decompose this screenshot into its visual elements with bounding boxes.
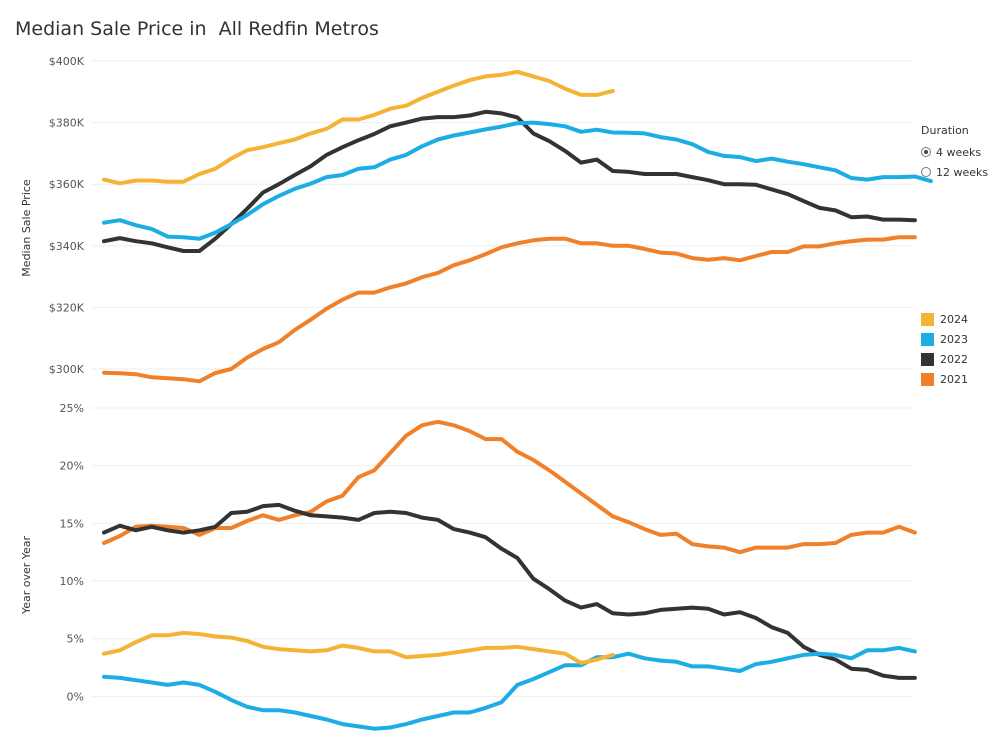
- yoy-series-2024: [102, 630, 615, 665]
- price-y-tick-label: $360K: [49, 178, 85, 191]
- legend-item-2024[interactable]: 2024: [921, 309, 968, 329]
- legend-swatch-2023: [921, 332, 934, 346]
- year-legend: 2024 2023 2022 2021: [921, 309, 968, 389]
- price-y-tick-label: $340K: [49, 240, 85, 253]
- duration-filter-title: Duration: [921, 124, 969, 137]
- price-y-tick-label: $400K: [49, 55, 85, 68]
- price-axis-title: Median Sale Price: [20, 179, 33, 277]
- price-series-2024: [102, 69, 615, 186]
- price-series-2021: [102, 235, 917, 384]
- duration-option-label: 12 weeks: [936, 165, 989, 179]
- duration-option-12-weeks[interactable]: 12 weeks: [921, 162, 988, 182]
- legend-item-2022[interactable]: 2022: [921, 349, 968, 369]
- price-y-tick-label: $380K: [49, 117, 85, 130]
- legend-label-2024: 2024: [940, 312, 968, 326]
- yoy-y-tick-label: 10%: [60, 575, 84, 588]
- yoy-y-tick-label: 15%: [60, 517, 84, 530]
- chart-title: Median Sale Price in All Redfin Metros: [15, 18, 379, 40]
- legend-swatch-2021: [921, 372, 934, 386]
- duration-option-label: 4 weeks: [936, 145, 982, 159]
- legend-item-2021[interactable]: 2021: [921, 369, 968, 389]
- yoy-y-tick-label: 20%: [60, 460, 84, 473]
- price-y-tick-label: $300K: [49, 363, 85, 376]
- yoy-series-2023: [102, 645, 917, 731]
- legend-item-2023[interactable]: 2023: [921, 329, 968, 349]
- duration-option-4-weeks[interactable]: 4 weeks: [921, 142, 988, 162]
- price-y-tick-label: $320K: [49, 301, 85, 314]
- yoy-y-tick-label: 25%: [60, 402, 84, 415]
- legend-swatch-2022: [921, 352, 934, 366]
- legend-swatch-2024: [921, 312, 934, 326]
- legend-label-2022: 2022: [940, 352, 968, 366]
- yoy-series-2021: [102, 419, 917, 555]
- yoy-y-tick-label: 0%: [67, 690, 84, 703]
- legend-label-2021: 2021: [940, 372, 968, 386]
- yoy-y-tick-label: 5%: [67, 633, 84, 646]
- price-series-2022: [102, 109, 917, 253]
- yoy-series-2022: [102, 502, 917, 680]
- price-series-2023: [102, 120, 933, 241]
- yoy-axis-title: Year over Year: [20, 535, 33, 615]
- radio-unchecked-icon[interactable]: [921, 167, 931, 177]
- legend-label-2023: 2023: [940, 332, 968, 346]
- radio-checked-icon[interactable]: [921, 147, 931, 157]
- duration-filter: Duration 4 weeks 12 weeks: [921, 124, 988, 182]
